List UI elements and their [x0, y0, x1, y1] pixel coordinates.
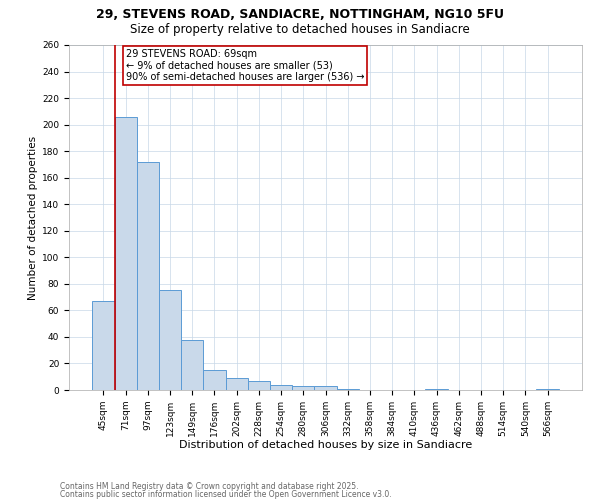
- Bar: [425, 388, 448, 390]
- Text: Contains HM Land Registry data © Crown copyright and database right 2025.: Contains HM Land Registry data © Crown c…: [60, 482, 359, 491]
- Bar: [314, 386, 337, 390]
- Bar: [203, 370, 226, 390]
- Text: 29, STEVENS ROAD, SANDIACRE, NOTTINGHAM, NG10 5FU: 29, STEVENS ROAD, SANDIACRE, NOTTINGHAM,…: [96, 8, 504, 20]
- X-axis label: Distribution of detached houses by size in Sandiacre: Distribution of detached houses by size …: [179, 440, 472, 450]
- Bar: [115, 116, 137, 390]
- Bar: [159, 290, 181, 390]
- Bar: [536, 388, 559, 390]
- Text: Size of property relative to detached houses in Sandiacre: Size of property relative to detached ho…: [130, 22, 470, 36]
- Bar: [92, 301, 115, 390]
- Y-axis label: Number of detached properties: Number of detached properties: [28, 136, 38, 300]
- Bar: [137, 162, 159, 390]
- Bar: [337, 388, 359, 390]
- Bar: [270, 384, 292, 390]
- Bar: [181, 340, 203, 390]
- Text: Contains public sector information licensed under the Open Government Licence v3: Contains public sector information licen…: [60, 490, 392, 499]
- Text: 29 STEVENS ROAD: 69sqm
← 9% of detached houses are smaller (53)
90% of semi-deta: 29 STEVENS ROAD: 69sqm ← 9% of detached …: [125, 49, 364, 82]
- Bar: [248, 380, 270, 390]
- Bar: [226, 378, 248, 390]
- Bar: [292, 386, 314, 390]
